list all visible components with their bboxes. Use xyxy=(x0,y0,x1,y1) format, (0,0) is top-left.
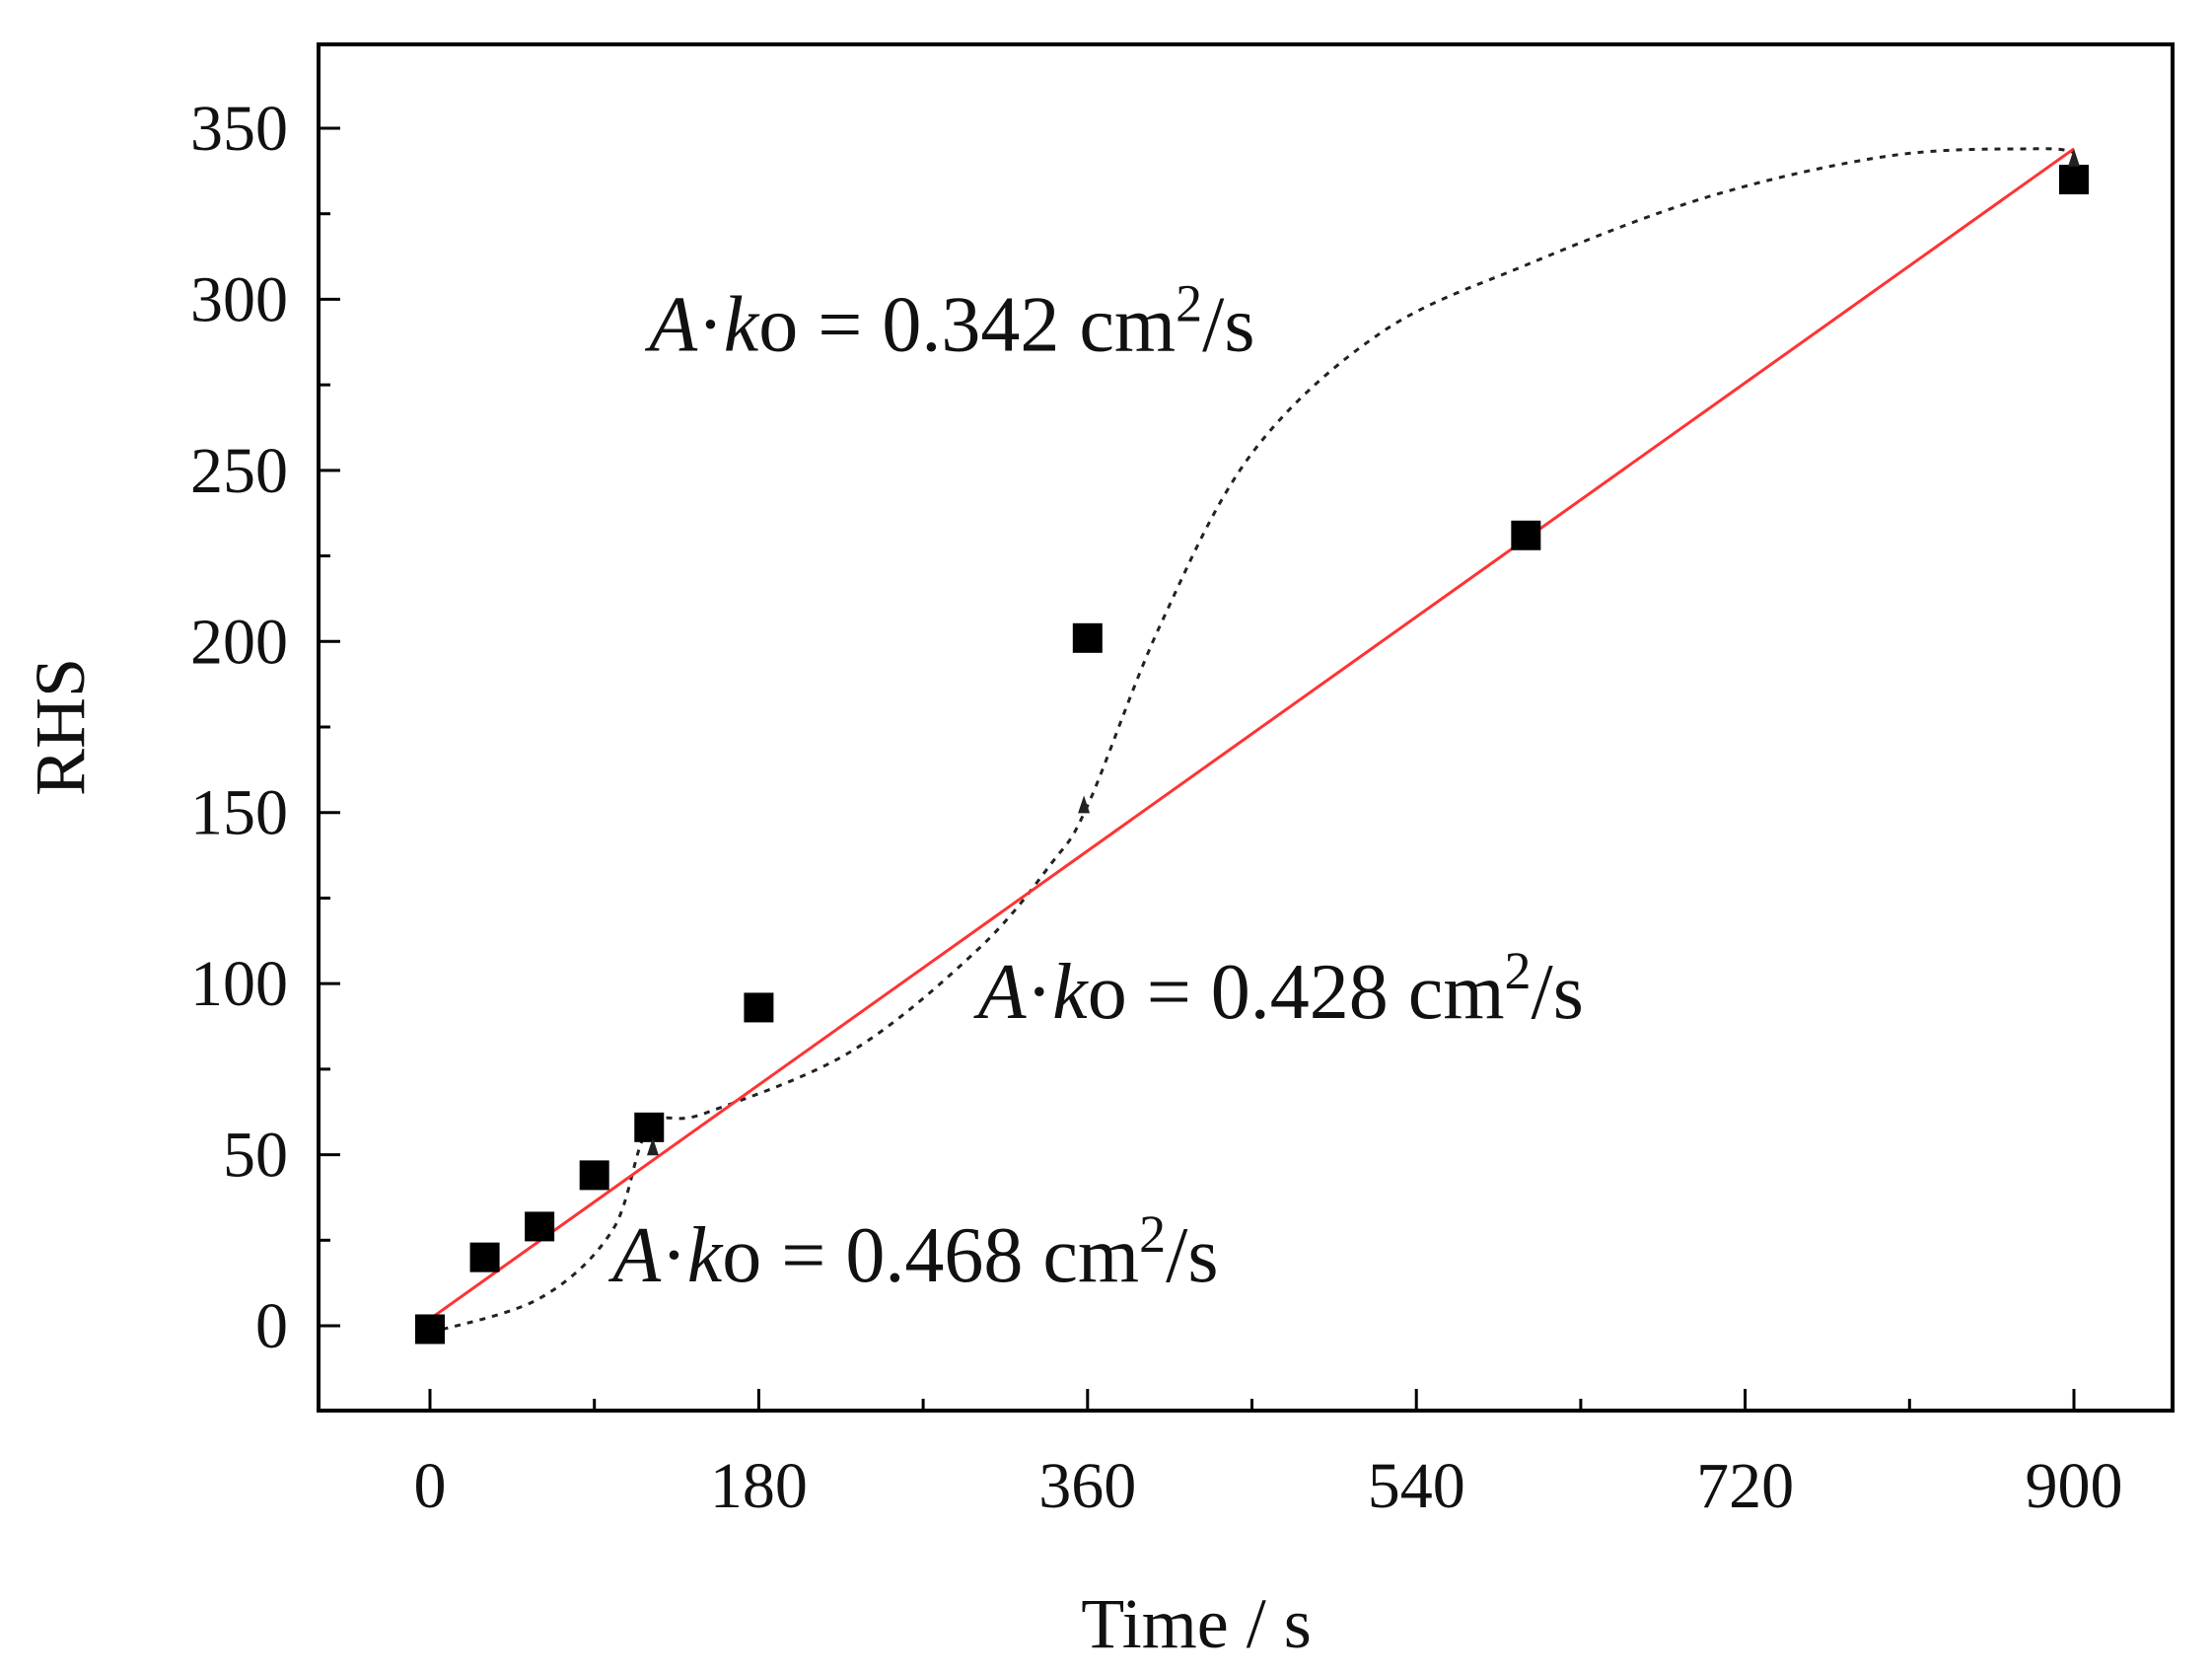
x-tick-label: 900 xyxy=(2026,1450,2123,1522)
data-point xyxy=(1511,520,1541,550)
data-point xyxy=(415,1314,445,1345)
x-axis-tick-labels: 0 180 360 540 720 900 xyxy=(414,1450,2123,1522)
y-tick-label: 350 xyxy=(190,93,288,165)
x-tick-label: 540 xyxy=(1368,1450,1465,1522)
annotation-label: A·ko = 0.468 cm2/s xyxy=(607,1204,1218,1299)
annotation-arrowhead xyxy=(646,1137,659,1156)
y-tick-label: 0 xyxy=(255,1290,288,1362)
x-tick-label: 720 xyxy=(1696,1450,1794,1522)
x-tick-label: 180 xyxy=(710,1450,808,1522)
data-points xyxy=(415,165,2089,1345)
annotation-label: A·ko = 0.342 cm2/s xyxy=(644,273,1254,368)
y-axis-ticks xyxy=(319,126,340,1328)
data-point xyxy=(1072,622,1103,653)
annotation-label: A·ko = 0.428 cm2/s xyxy=(973,941,1584,1036)
x-axis-ticks xyxy=(428,1389,2076,1411)
y-tick-label: 150 xyxy=(190,777,288,849)
x-tick-label: 0 xyxy=(414,1450,447,1522)
y-tick-label: 300 xyxy=(190,263,288,335)
y-tick-label: 200 xyxy=(190,606,288,678)
x-axis-title: Time / s xyxy=(1081,1584,1311,1663)
y-tick-label: 100 xyxy=(190,948,288,1020)
data-point xyxy=(2059,165,2089,195)
y-tick-label: 50 xyxy=(223,1120,288,1192)
annotation-arrowhead xyxy=(2068,148,2080,167)
y-axis-title: RHS xyxy=(21,658,100,796)
y-axis-tick-labels: 0 50 100 150 200 250 300 350 xyxy=(190,93,288,1362)
data-point xyxy=(525,1211,555,1242)
data-point xyxy=(634,1112,665,1142)
annotations: A·ko = 0.342 cm2/s A·ko = 0.428 cm2/s A·ko… xyxy=(607,148,2080,1299)
data-point xyxy=(469,1242,500,1272)
data-point xyxy=(744,992,774,1023)
plot-frame xyxy=(317,42,2175,1413)
fit-line-segment xyxy=(429,147,2075,1321)
y-tick-label: 250 xyxy=(190,435,288,507)
x-tick-label: 360 xyxy=(1038,1450,1136,1522)
annotation-arrowhead xyxy=(1078,795,1091,814)
data-point xyxy=(579,1160,609,1191)
linear-fit-line xyxy=(429,147,2075,1321)
